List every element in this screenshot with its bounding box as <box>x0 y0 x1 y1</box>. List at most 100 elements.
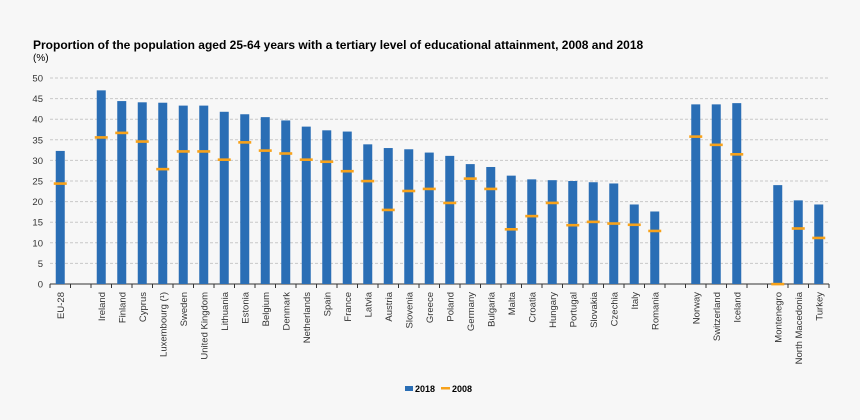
legend-label-2018: 2018 <box>415 384 435 394</box>
marker-2008-poland <box>443 201 457 205</box>
y-tick-label: 30 <box>32 156 43 167</box>
marker-2008-austria <box>381 208 395 212</box>
marker-2008-netherlands <box>299 158 313 161</box>
bar-2018-slovenia <box>404 149 414 284</box>
marker-2008-luxembourg- <box>156 167 170 171</box>
x-tick-label: Romania <box>650 291 661 330</box>
marker-2008-latvia <box>361 179 375 183</box>
x-tick-label: Portugal <box>568 292 579 327</box>
marker-2008-cyprus <box>135 140 149 143</box>
x-tick-label: Finland <box>117 292 128 323</box>
bar-2018-cyprus <box>137 102 147 284</box>
legend-swatch-2018 <box>405 386 413 391</box>
y-tick-label: 25 <box>32 177 43 188</box>
marker-2008-switzerland <box>709 143 723 147</box>
y-tick-label: 15 <box>32 218 43 229</box>
x-tick-label: Spain <box>322 292 333 316</box>
y-tick-label: 10 <box>32 238 43 249</box>
bar-2018-greece <box>424 152 434 284</box>
marker-2008-croatia <box>525 214 539 218</box>
bar-2018-spain <box>322 130 332 284</box>
x-tick-label: EU-28 <box>56 292 67 319</box>
bar-2018-iceland <box>732 103 742 284</box>
x-tick-label: United Kingdom <box>199 292 210 360</box>
marker-2008-greece <box>422 187 436 191</box>
y-tick-label: 45 <box>32 94 43 105</box>
marker-2008-spain <box>320 160 334 164</box>
x-tick-label: Luxembourg (¹) <box>158 292 169 357</box>
marker-2008-united-kingdom <box>197 150 211 153</box>
marker-2008-slovakia <box>586 220 600 224</box>
x-tick-label: Belgium <box>261 292 272 326</box>
marker-2008-turkey <box>812 236 826 240</box>
bar-2018-slovakia <box>588 182 598 284</box>
x-tick-label: Ireland <box>97 292 108 321</box>
y-axis-label: (%) <box>33 53 49 64</box>
x-tick-label: Czechia <box>609 291 620 326</box>
bar-2018-estonia <box>240 114 250 284</box>
marker-2008-montenegro <box>771 282 785 286</box>
bar-2018-ireland <box>96 90 106 284</box>
bar-2018-czechia <box>609 183 619 284</box>
bar-2018-netherlands <box>301 126 311 284</box>
bar-2018-germany <box>465 164 475 284</box>
marker-2008-denmark <box>279 152 293 155</box>
x-tick-label: Norway <box>691 292 702 324</box>
marker-2008-belgium <box>258 149 272 152</box>
bar-2018-montenegro <box>773 185 783 284</box>
marker-2008-malta <box>504 228 518 231</box>
bar-2018-romania <box>650 211 660 284</box>
bar-2018-belgium <box>260 117 270 284</box>
x-tick-label: Montenegro <box>773 292 784 343</box>
x-tick-label: Iceland <box>732 292 743 323</box>
x-tick-label: Croatia <box>527 291 538 322</box>
bar-2018-portugal <box>568 181 578 284</box>
marker-2008-czechia <box>607 222 621 225</box>
x-tick-label: North Macedonia <box>794 291 805 364</box>
y-tick-label: 20 <box>32 197 43 208</box>
legend-label-2008: 2008 <box>452 384 472 394</box>
bar-2018-sweden <box>178 105 188 284</box>
marker-2008-sweden <box>176 150 190 153</box>
y-tick-label: 50 <box>32 74 43 85</box>
bar-2018-eu-28 <box>55 150 65 284</box>
x-tick-label: Poland <box>445 292 456 322</box>
x-tick-label: Malta <box>507 291 518 315</box>
x-tick-label: Greece <box>425 292 436 323</box>
x-tick-label: Austria <box>384 291 395 321</box>
marker-2008-portugal <box>566 223 580 227</box>
x-tick-label: Sweden <box>179 292 190 326</box>
bar-2018-croatia <box>527 179 537 284</box>
bar-2018-lithuania <box>219 111 229 284</box>
marker-2008-germany <box>463 177 477 180</box>
marker-2008-eu-28 <box>53 182 67 185</box>
marker-2008-bulgaria <box>484 187 498 191</box>
legend-swatch-2008 <box>441 387 450 390</box>
marker-2008-romania <box>648 229 662 233</box>
y-tick-label: 0 <box>38 280 43 291</box>
bar-2018-austria <box>383 148 393 284</box>
x-tick-label: Cyprus <box>138 292 149 322</box>
bar-2018-hungary <box>547 180 557 284</box>
marker-2008-slovenia <box>402 189 416 193</box>
marker-2008-north-macedonia <box>791 227 805 230</box>
x-tick-label: Bulgaria <box>486 291 497 327</box>
marker-2008-norway <box>689 135 703 138</box>
marker-2008-italy <box>627 223 641 227</box>
x-tick-label: Netherlands <box>302 292 313 343</box>
marker-2008-france <box>340 169 354 173</box>
bar-2018-denmark <box>281 120 291 284</box>
bar-2018-italy <box>629 204 639 284</box>
marker-2008-finland <box>115 131 129 135</box>
bar-2018-france <box>342 131 352 284</box>
bar-2018-latvia <box>363 144 373 284</box>
marker-2008-lithuania <box>217 158 231 161</box>
bar-2018-luxembourg- <box>158 102 168 284</box>
x-tick-label: Slovakia <box>589 291 600 328</box>
x-tick-label: Lithuania <box>220 291 231 330</box>
marker-2008-hungary <box>545 201 559 205</box>
x-tick-label: Italy <box>630 292 641 310</box>
y-tick-label: 5 <box>38 259 43 270</box>
bar-2018-norway <box>691 104 701 284</box>
